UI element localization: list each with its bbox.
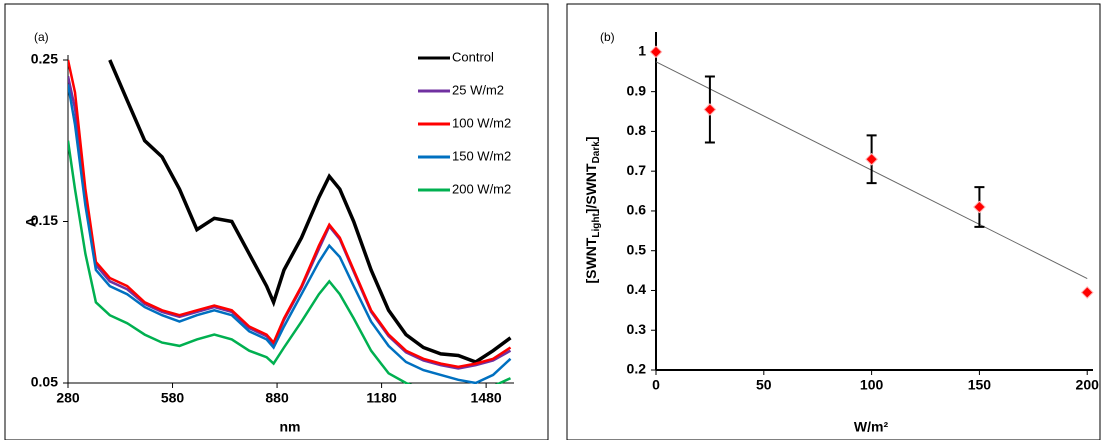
y-axis-label: [SWNTLight]/SWNTDark]	[583, 136, 602, 283]
legend-label: 100 W/m2	[452, 115, 511, 130]
legend-label: 200 W/m2	[452, 181, 511, 196]
data-point	[649, 45, 663, 59]
y-tick-label: 0.7	[627, 162, 647, 178]
y-tick-label: 0.5	[627, 241, 647, 257]
y-tick-label: 0.2	[627, 361, 647, 377]
data-point	[973, 200, 986, 214]
data-point	[1080, 286, 1094, 299]
data-point	[703, 103, 717, 116]
data-point	[865, 152, 878, 166]
y-tick-label: 1	[638, 43, 646, 59]
x-axis-label: W/m²	[854, 419, 889, 435]
x-tick-label: 280	[56, 390, 80, 406]
y-label-part: [SWNT	[583, 237, 599, 283]
y-tick-label: 0.25	[31, 51, 58, 67]
spectrum-line	[108, 59, 512, 364]
spectrum-line	[68, 140, 512, 384]
y-tick-label: 0.6	[627, 202, 647, 218]
x-tick-label: 200	[1076, 377, 1100, 393]
x-tick-label: 880	[265, 390, 289, 406]
y-tick-label: 0.8	[627, 122, 647, 138]
x-tick-label: 50	[756, 377, 772, 393]
legend-label: Control	[452, 49, 494, 64]
x-tick-label: 0	[652, 377, 660, 393]
y-label-sub: Light	[591, 213, 602, 238]
y-tick-label: 0.9	[627, 82, 647, 98]
legend-label: 25 W/m2	[452, 82, 504, 97]
panel-label: (a)	[34, 30, 49, 44]
y-label-part: ]/SWNT	[583, 163, 599, 213]
y-tick-label: 0.3	[627, 321, 647, 337]
spectrum-line	[68, 59, 512, 369]
spectrum-line	[68, 83, 512, 384]
x-tick-label: 1180	[366, 390, 397, 406]
y-tick-label: 0.4	[627, 281, 647, 297]
x-tick-label: 150	[968, 377, 992, 393]
x-axis-label: nm	[280, 419, 301, 435]
y-label-part: ]	[583, 136, 599, 141]
y-label-sub: Dark	[591, 141, 602, 164]
panel-frame	[566, 3, 1101, 440]
x-tick-label: 580	[161, 390, 185, 406]
legend-label: 150 W/m2	[452, 148, 511, 163]
y-tick-label: 0.05	[31, 374, 58, 390]
x-tick-label: 1480	[471, 390, 502, 406]
x-tick-label: 100	[860, 377, 884, 393]
panel-label: (b)	[600, 30, 615, 44]
panel-frame	[4, 3, 549, 440]
y-axis-label: A	[23, 217, 39, 227]
y-tick-label: 0.15	[31, 212, 58, 228]
